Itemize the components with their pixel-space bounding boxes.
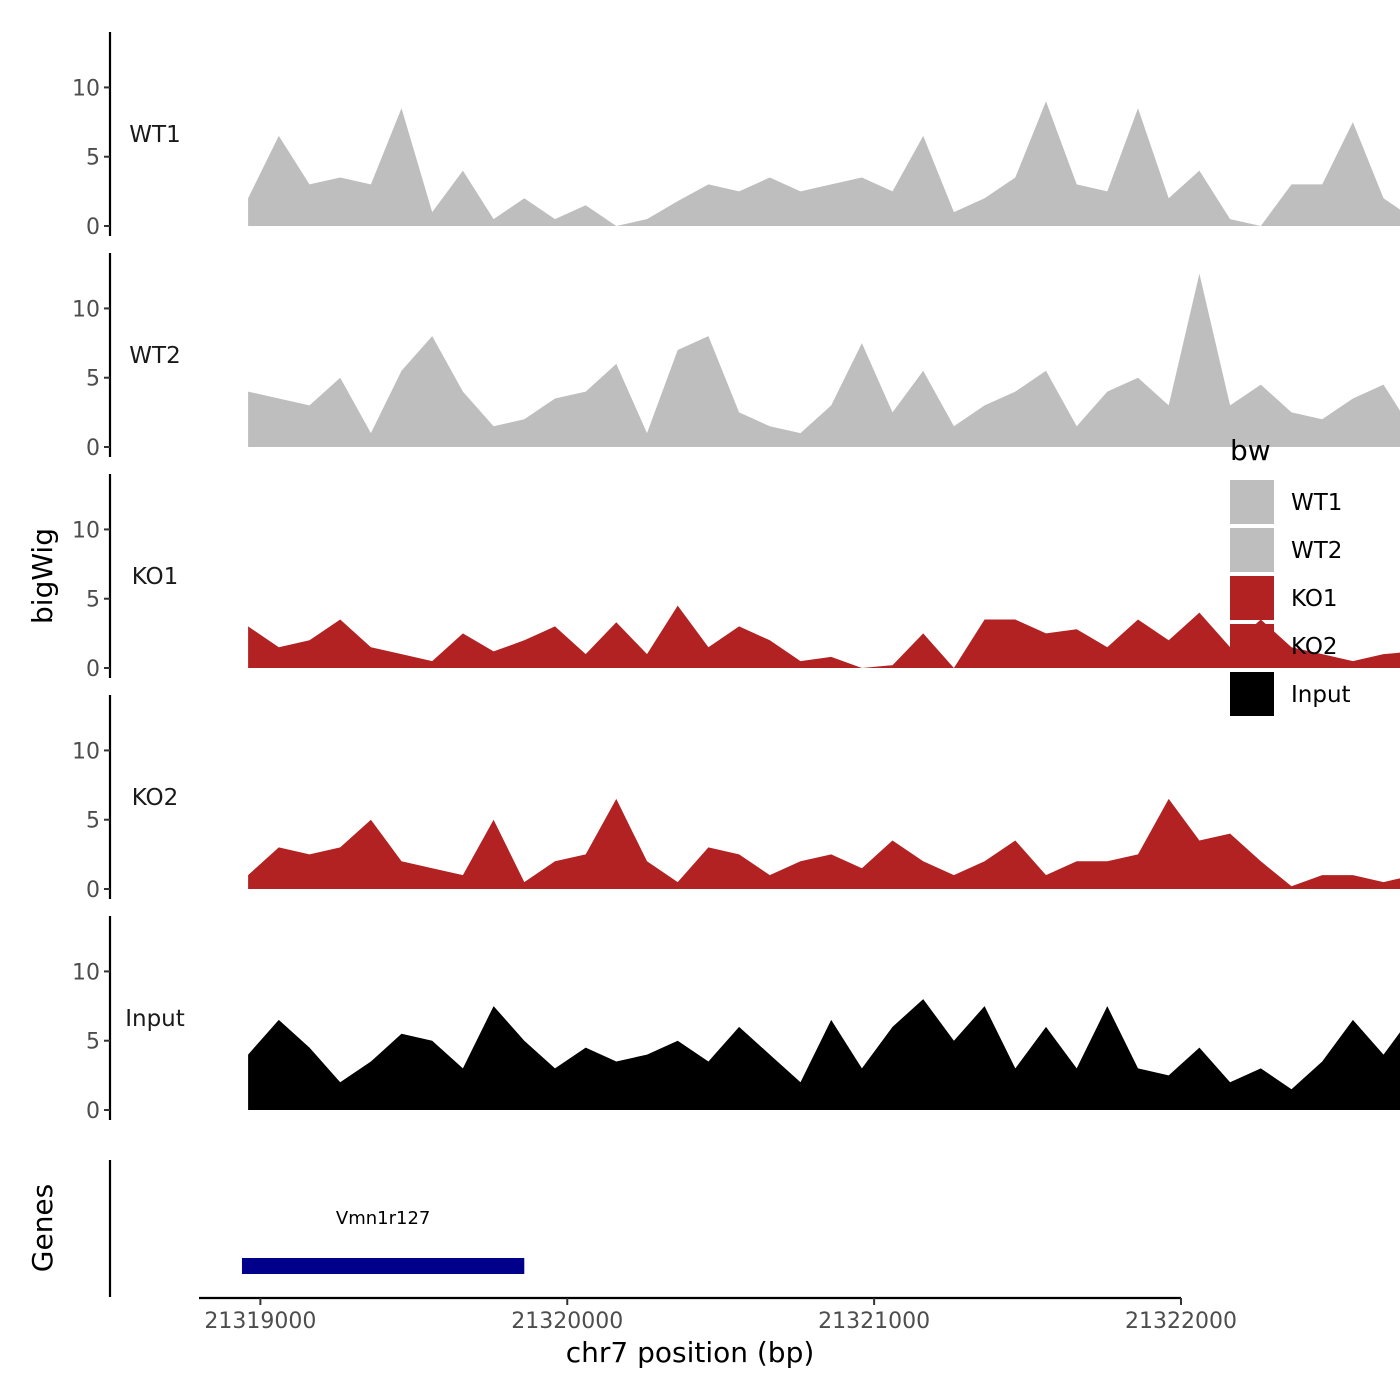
track-wt2: 0 5 10 WT2 [72, 253, 1400, 461]
y-tick-label: 5 [86, 367, 100, 392]
x-tick-label: 21320000 [511, 1309, 623, 1334]
y-tick-label: 5 [86, 588, 100, 613]
y-tick-label: 10 [72, 739, 100, 764]
legend-label-ko2: KO2 [1291, 634, 1338, 660]
track-label-ko2: KO2 [132, 785, 179, 811]
track-ko2: 0 5 10 KO2 [72, 695, 1400, 903]
track-label-ko1: KO1 [132, 564, 179, 590]
area-ko2 [248, 798, 1400, 889]
legend-swatch-ko1 [1230, 576, 1274, 620]
y-tick-label: 10 [72, 518, 100, 543]
y-tick-label: 10 [72, 76, 100, 101]
x-axis: 21319000 21320000 21321000 21322000 [199, 1296, 1237, 1334]
legend: bw WT1 WT2 KO1 KO2 Input [1230, 434, 1351, 716]
legend-swatch-ko2 [1230, 624, 1274, 668]
x-tick-label: 21319000 [204, 1309, 316, 1334]
y-axis-title: bigWig [26, 528, 59, 624]
x-tick-label: 21322000 [1125, 1309, 1237, 1334]
genes-axis-title: Genes [26, 1184, 59, 1272]
area-wt2 [248, 273, 1400, 447]
area-ko1 [248, 605, 1400, 668]
track-label-input: Input [125, 1006, 185, 1032]
area-input [248, 999, 1400, 1110]
legend-label-ko1: KO1 [1291, 586, 1338, 612]
y-tick-label: 0 [86, 1099, 100, 1124]
x-axis-title: chr7 position (bp) [566, 1336, 815, 1369]
y-tick-label: 0 [86, 878, 100, 903]
gene-bar [241, 1258, 525, 1274]
y-tick-label: 5 [86, 1030, 100, 1055]
legend-swatch-wt1 [1230, 480, 1274, 524]
legend-label-wt1: WT1 [1291, 490, 1342, 516]
gene-label: Vmn1r127 [336, 1208, 430, 1229]
track-label-wt1: WT1 [129, 122, 180, 148]
legend-label-wt2: WT2 [1291, 538, 1342, 564]
legend-title: bw [1230, 434, 1271, 467]
track-ko1: 0 5 10 KO1 [72, 474, 1400, 682]
x-tick-label: 21321000 [818, 1309, 930, 1334]
track-wt1: 0 5 10 WT1 [72, 32, 1400, 240]
y-tick-label: 0 [86, 436, 100, 461]
track-input: 0 5 10 Input [72, 916, 1400, 1124]
genes-panel: Vmn1r127 [108, 1160, 525, 1297]
legend-swatch-wt2 [1230, 528, 1274, 572]
y-tick-label: 10 [72, 960, 100, 985]
y-tick-label: 0 [86, 657, 100, 682]
track-panels: 0 5 10 WT1 0 5 10 WT2 0 5 10 KO1 0 5 10 KO2 0 5 10 Input [72, 32, 1400, 1124]
legend-label-input: Input [1291, 682, 1351, 708]
legend-swatch-input [1230, 672, 1274, 716]
track-label-wt2: WT2 [129, 343, 180, 369]
y-tick-label: 5 [86, 809, 100, 834]
y-tick-label: 0 [86, 215, 100, 240]
y-tick-label: 10 [72, 297, 100, 322]
area-wt1 [248, 101, 1400, 226]
y-tick-label: 5 [86, 146, 100, 171]
